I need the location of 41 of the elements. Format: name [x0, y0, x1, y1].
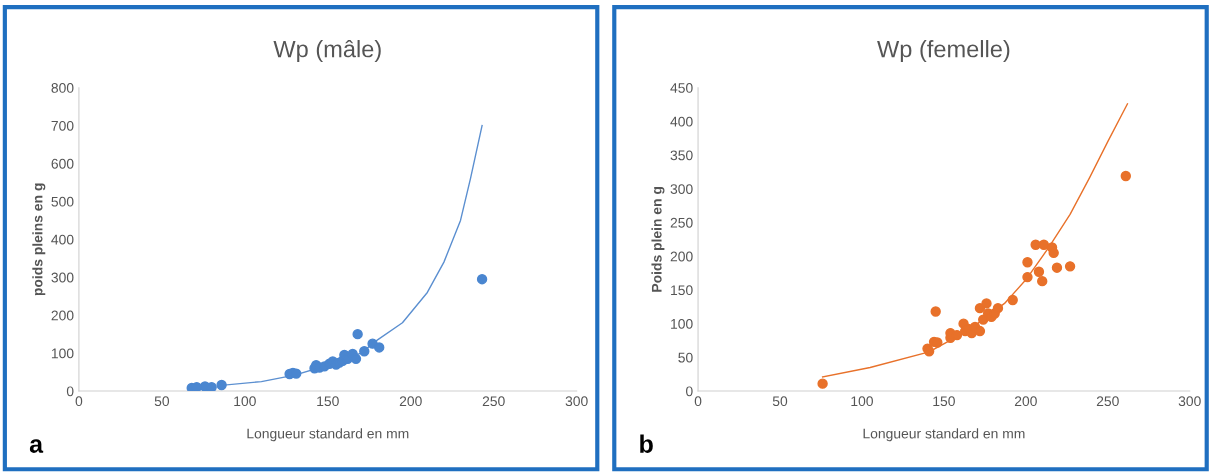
- x-tick-label: 100: [234, 396, 256, 407]
- y-tick-label: 400: [670, 116, 693, 127]
- y-tick-label: 50: [678, 352, 693, 363]
- chart-title: Wp (femelle): [877, 40, 1010, 63]
- y-tick-label: 100: [51, 348, 74, 359]
- y-tick-label: 350: [670, 150, 693, 161]
- chart-title: Wp (mâle): [273, 39, 381, 63]
- y-tick-label: 0: [686, 386, 693, 397]
- x-tick-label: 150: [933, 396, 955, 407]
- y-tick-label: 400: [51, 234, 74, 245]
- text: a: [29, 439, 44, 453]
- x-tick-label: 0: [694, 396, 702, 407]
- x-tick-label: 150: [317, 396, 339, 407]
- y-tick-label: 800: [51, 83, 74, 93]
- y-tick-label: 300: [51, 272, 74, 283]
- x-tick-label: 50: [154, 396, 170, 407]
- x-tick-label: 200: [1014, 396, 1037, 407]
- x-tick-label: 300: [565, 396, 588, 407]
- y-tick-label: 500: [51, 196, 74, 207]
- x-axis-title: Longueur standard en mm: [863, 428, 1025, 442]
- y-tick-label: 150: [671, 285, 693, 296]
- y-axis-title: Poids plein en g: [651, 187, 665, 292]
- x-axis-title: Longueur standard en mm: [247, 428, 409, 442]
- y-tick-label: 0: [66, 386, 74, 397]
- text: b: [640, 434, 653, 453]
- y-tick-label: 250: [670, 217, 693, 228]
- y-tick-label: 200: [670, 251, 693, 262]
- x-tick-label: 250: [482, 396, 505, 407]
- x-tick-label: 0: [75, 396, 83, 407]
- x-tick-label: 50: [772, 396, 788, 407]
- y-tick-label: 700: [51, 120, 74, 131]
- x-tick-label: 300: [1178, 396, 1201, 407]
- x-tick-label: 100: [851, 396, 873, 407]
- y-tick-label: 600: [51, 158, 74, 169]
- y-tick-label: 300: [670, 184, 693, 194]
- y-tick-label: 450: [670, 83, 693, 93]
- x-tick-label: 200: [399, 396, 422, 407]
- x-tick-label: 250: [1096, 396, 1119, 407]
- y-tick-label: 100: [671, 318, 693, 329]
- y-tick-label: 200: [51, 310, 74, 321]
- y-axis-title: poids pleins en g: [32, 183, 46, 296]
